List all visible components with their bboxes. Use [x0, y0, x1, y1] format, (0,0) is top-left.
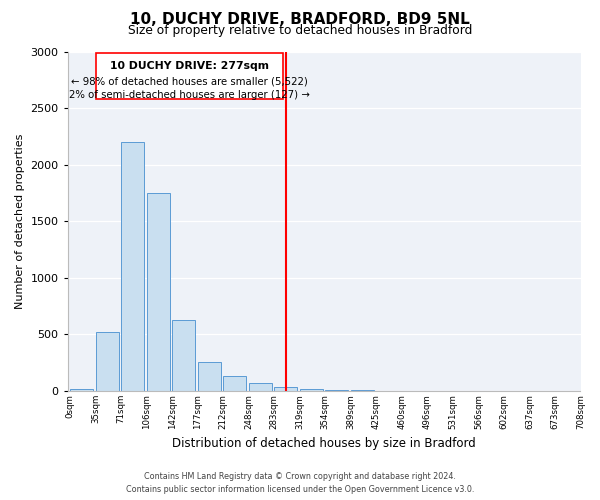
- Text: Size of property relative to detached houses in Bradford: Size of property relative to detached ho…: [128, 24, 472, 37]
- Bar: [172, 320, 195, 391]
- Bar: [223, 376, 246, 391]
- Bar: [351, 390, 374, 391]
- Bar: [70, 389, 93, 391]
- Bar: [249, 383, 272, 391]
- Text: 10, DUCHY DRIVE, BRADFORD, BD9 5NL: 10, DUCHY DRIVE, BRADFORD, BD9 5NL: [130, 12, 470, 26]
- Text: Contains HM Land Registry data © Crown copyright and database right 2024.
Contai: Contains HM Land Registry data © Crown c…: [126, 472, 474, 494]
- Bar: [147, 193, 170, 391]
- Text: 2% of semi-detached houses are larger (127) →: 2% of semi-detached houses are larger (1…: [69, 90, 310, 100]
- Bar: [96, 332, 119, 391]
- Bar: [274, 387, 298, 391]
- FancyBboxPatch shape: [96, 52, 283, 99]
- Y-axis label: Number of detached properties: Number of detached properties: [15, 134, 25, 309]
- X-axis label: Distribution of detached houses by size in Bradford: Distribution of detached houses by size …: [172, 437, 476, 450]
- Bar: [121, 142, 144, 391]
- Text: ← 98% of detached houses are smaller (5,522): ← 98% of detached houses are smaller (5,…: [71, 76, 308, 86]
- Bar: [325, 390, 349, 391]
- Text: 10 DUCHY DRIVE: 277sqm: 10 DUCHY DRIVE: 277sqm: [110, 60, 269, 70]
- Bar: [300, 389, 323, 391]
- Bar: [198, 362, 221, 391]
